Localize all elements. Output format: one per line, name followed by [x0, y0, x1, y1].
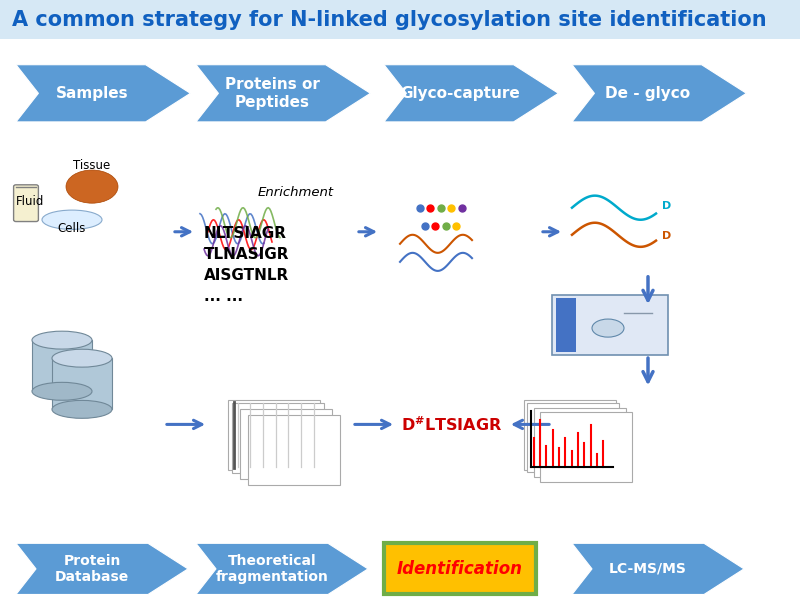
Ellipse shape	[52, 349, 112, 367]
FancyBboxPatch shape	[384, 543, 536, 595]
Text: Cells: Cells	[58, 222, 86, 235]
FancyBboxPatch shape	[32, 340, 92, 391]
Polygon shape	[572, 65, 746, 122]
FancyBboxPatch shape	[14, 185, 38, 222]
Text: LC-MS/MS: LC-MS/MS	[609, 562, 687, 576]
Ellipse shape	[42, 210, 102, 229]
Ellipse shape	[32, 382, 92, 400]
Text: $\mathbf{D^{\#}LTSIAGR}$: $\mathbf{D^{\#}LTSIAGR}$	[402, 415, 502, 434]
FancyBboxPatch shape	[232, 403, 324, 473]
Text: Fluid: Fluid	[16, 194, 45, 208]
Polygon shape	[16, 543, 188, 595]
Ellipse shape	[52, 400, 112, 418]
Ellipse shape	[592, 319, 624, 337]
Polygon shape	[196, 543, 368, 595]
Text: Proteins or
Peptides: Proteins or Peptides	[225, 77, 319, 110]
Polygon shape	[384, 65, 558, 122]
Text: D: D	[662, 201, 672, 211]
Text: NLTSIAGR
TLNASIGR
AISGTNLR
... ...: NLTSIAGR TLNASIGR AISGTNLR ... ...	[204, 226, 290, 304]
Polygon shape	[196, 65, 370, 122]
Text: D: D	[662, 231, 672, 241]
Text: De - glyco: De - glyco	[606, 86, 690, 101]
Text: Tissue: Tissue	[74, 158, 110, 172]
FancyBboxPatch shape	[552, 295, 668, 355]
FancyBboxPatch shape	[248, 415, 340, 485]
FancyBboxPatch shape	[52, 358, 112, 409]
FancyBboxPatch shape	[527, 403, 619, 472]
Polygon shape	[572, 543, 744, 595]
FancyBboxPatch shape	[524, 400, 616, 470]
Polygon shape	[16, 65, 190, 122]
FancyBboxPatch shape	[556, 298, 576, 352]
FancyBboxPatch shape	[540, 412, 632, 482]
Text: Protein
Database: Protein Database	[55, 554, 129, 584]
Ellipse shape	[66, 170, 118, 203]
Ellipse shape	[32, 331, 92, 349]
Text: Samples: Samples	[56, 86, 128, 101]
Text: Identification: Identification	[397, 560, 523, 578]
Text: Theoretical
fragmentation: Theoretical fragmentation	[215, 554, 329, 584]
FancyBboxPatch shape	[534, 408, 626, 477]
Text: Enrichment: Enrichment	[258, 186, 334, 199]
FancyBboxPatch shape	[0, 0, 800, 39]
FancyBboxPatch shape	[228, 400, 320, 470]
FancyBboxPatch shape	[240, 409, 332, 479]
Text: A common strategy for N-linked glycosylation site identification: A common strategy for N-linked glycosyla…	[12, 10, 766, 30]
Text: Glyco-capture: Glyco-capture	[400, 86, 520, 101]
